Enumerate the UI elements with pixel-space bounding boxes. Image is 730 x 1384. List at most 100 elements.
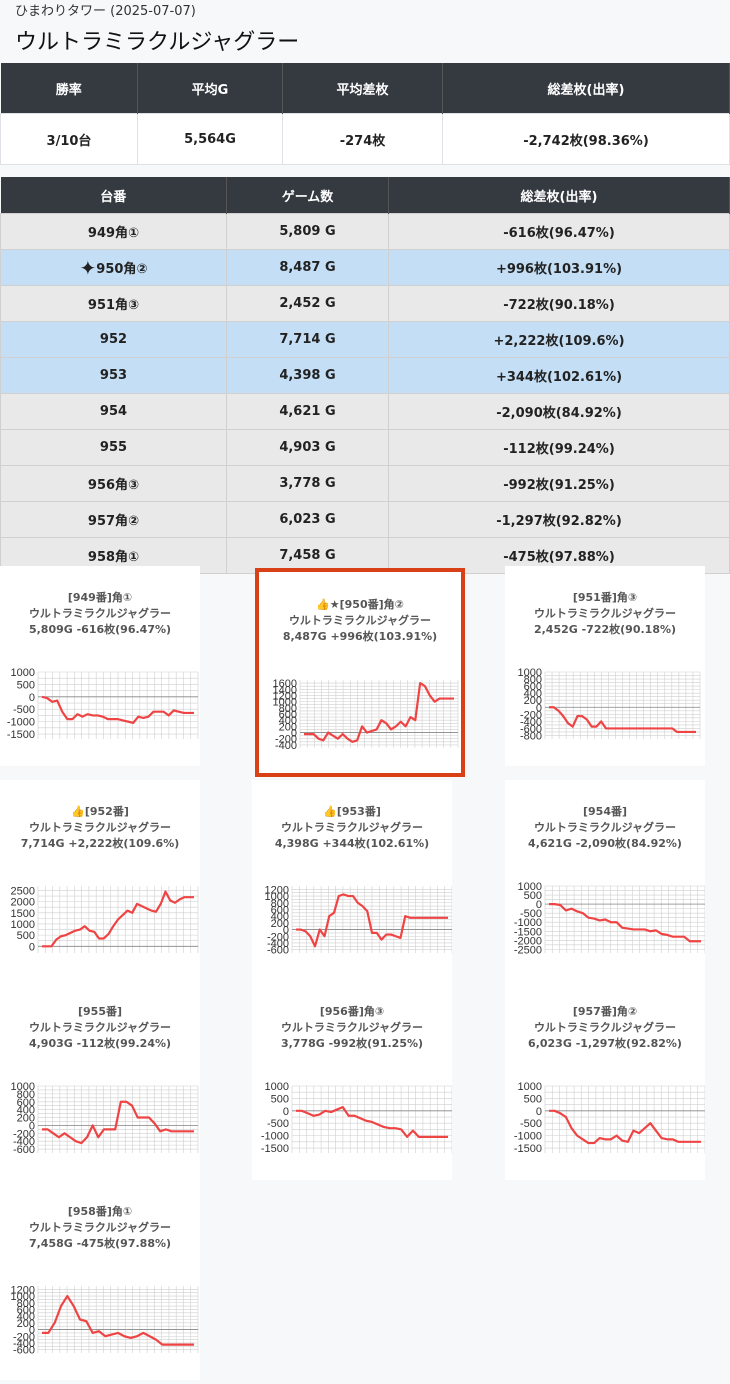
machine-chart-card[interactable]: [955番] ウルトラミラクルジャグラー 4,903G -112枚(99.24%) 1… [0, 980, 200, 1180]
y-tick-label: -500 [13, 704, 35, 716]
machine-chart-card[interactable]: 👍[952番] ウルトラミラクルジャグラー 7,714G +2,222枚(109.6… [0, 780, 200, 980]
y-tick-label: -500 [520, 1118, 542, 1130]
machine-diff-cell: -616枚(96.47%) [388, 213, 730, 250]
y-tick-label: -600 [520, 723, 542, 735]
summary-table: 勝率 平均G 平均差枚 総差枚(出率) 3/10台 5,564G -274枚 -… [0, 63, 730, 165]
y-tick-label: -1500 [261, 1143, 289, 1155]
y-tick-label: 1000 [11, 1291, 35, 1303]
store-date-label: ひまわりタワー (2025-07-07) [15, 4, 196, 19]
table-row[interactable]: 955 4,903 G -112枚(99.24%) [0, 429, 730, 466]
y-tick-label: 400 [279, 715, 297, 727]
machine-diff-cell: +344枚(102.61%) [388, 357, 730, 394]
y-tick-label: -200 [13, 1128, 35, 1140]
y-tick-label: -500 [520, 908, 542, 920]
y-tick-label: -600 [13, 1144, 35, 1156]
y-tick-label: 600 [524, 681, 542, 693]
y-tick-label: -1500 [514, 926, 542, 938]
y-tick-label: 1000 [518, 881, 542, 893]
y-tick-label: 1500 [11, 908, 35, 920]
table-row[interactable]: 957角② 6,023 G -1,297枚(92.82%) [0, 501, 730, 538]
y-tick-label: 200 [17, 1318, 35, 1330]
chart-title-line: [956番]角③ [319, 1005, 385, 1018]
y-tick-label: 2000 [11, 897, 35, 909]
chart-title-line: 7,458G -475枚(97.88%) [28, 1237, 172, 1250]
series-line [296, 1105, 448, 1138]
table-row[interactable]: 951角③ 2,452 G -722枚(90.18%) [0, 285, 730, 322]
series-line [41, 695, 194, 724]
table-row[interactable]: ✦950角② 8,487 G +996枚(103.91%) [0, 249, 730, 286]
y-tick-label: 0 [29, 941, 35, 953]
machine-table: 台番 ゲーム数 総差枚(出率) 949角① 5,809 G -616枚(96.47%… [0, 177, 730, 574]
machine-games-cell: 5,809 G [226, 213, 389, 250]
machine-chart-card[interactable]: [949番]角① ウルトラミラクルジャグラー 5,809G -616枚(96.47%… [0, 566, 200, 766]
machine-chart-card[interactable]: [951番]角③ ウルトラミラクルジャグラー 2,452G -722枚(90.18%… [505, 566, 705, 766]
y-tick-label: -200 [267, 931, 289, 943]
machine-diff-cell: -1,297枚(92.82%) [388, 501, 730, 538]
chart-title-line: ウルトラミラクルジャグラー [28, 607, 172, 620]
machine-number-cell: 952 [0, 321, 227, 358]
summary-header-row: 勝率 平均G 平均差枚 総差枚(出率) [0, 63, 730, 114]
series-line [42, 890, 194, 948]
y-tick-label: 200 [17, 1113, 35, 1125]
chart-title-line: ウルトラミラクルジャグラー [28, 1021, 172, 1034]
sparkle-icon: ✦ [79, 256, 97, 280]
series-line [304, 681, 454, 743]
chart-title-line: ウルトラミラクルジャグラー [533, 607, 677, 620]
y-tick-label: 1000 [265, 1081, 289, 1093]
y-tick-label: 200 [271, 918, 289, 930]
chart-title-line: ウルトラミラクルジャグラー [288, 614, 432, 627]
table-row[interactable]: 953 4,398 G +344枚(102.61%) [0, 357, 730, 394]
machine-chart-card[interactable]: [957番]角② ウルトラミラクルジャグラー 6,023G -1,297枚(92.8… [505, 980, 705, 1180]
machine-chart-card[interactable]: 👍[953番] ウルトラミラクルジャグラー 4,398G +344枚(102.61%… [252, 780, 452, 980]
table-row[interactable]: 954 4,621 G -2,090枚(84.92%) [0, 393, 730, 430]
y-tick-label: 600 [17, 1097, 35, 1109]
summary-avg-games: 5,564G [137, 113, 283, 165]
y-tick-label: 1200 [11, 1284, 35, 1296]
page-title: ウルトラミラクルジャグラー [15, 30, 300, 55]
y-tick-label: 0 [283, 925, 289, 937]
y-tick-label: -200 [13, 1331, 35, 1343]
machine-number-cell: 956角③ [0, 465, 227, 502]
machine-number: 956角③ [87, 478, 140, 493]
y-tick-label: 500 [17, 930, 35, 942]
y-tick-label: 800 [524, 674, 542, 686]
machine-number: 949角① [87, 226, 140, 241]
chart-title-line: 8,487G +996枚(103.91%) [282, 630, 438, 643]
machine-chart-card[interactable]: [958番]角① ウルトラミラクルジャグラー 7,458G -475枚(97.88%… [0, 1180, 200, 1380]
machine-chart-card[interactable]: [956番]角③ ウルトラミラクルジャグラー 3,778G -992枚(91.25%… [252, 980, 452, 1180]
y-tick-label: 400 [271, 911, 289, 923]
table-row[interactable]: 956角③ 3,778 G -992枚(91.25%) [0, 465, 730, 502]
summary-avg-diff: -274枚 [282, 113, 443, 165]
y-tick-label: 0 [536, 702, 542, 714]
machine-number-cell: 951角③ [0, 285, 227, 322]
y-tick-label: 1200 [273, 690, 297, 702]
y-tick-label: -400 [267, 938, 289, 950]
table-row[interactable]: 952 7,714 G +2,222枚(109.6%) [0, 321, 730, 358]
y-tick-label: 600 [279, 709, 297, 721]
chart-title-line: ウルトラミラクルジャグラー [28, 1221, 172, 1234]
machine-chart-card[interactable]: 👍★[950番]角② ウルトラミラクルジャグラー 8,487G +996枚(103.… [255, 568, 465, 777]
chart-title-line: 👍[953番] [323, 805, 381, 818]
y-tick-label: 1000 [11, 919, 35, 931]
y-tick-label: -200 [520, 709, 542, 721]
machine-chart-card[interactable]: [954番] ウルトラミラクルジャグラー 4,621G -2,090枚(84.92%… [505, 780, 705, 980]
chart-title-line: ウルトラミラクルジャグラー [533, 1021, 677, 1034]
table-row[interactable]: 949角① 5,809 G -616枚(96.47%) [0, 213, 730, 250]
machine-header-number: 台番 [0, 177, 227, 214]
chart-title-line: 4,398G +344枚(102.61%) [274, 837, 430, 850]
summary-header-avg-games: 平均G [137, 63, 283, 114]
machine-games-cell: 2,452 G [226, 285, 389, 322]
y-tick-label: 200 [524, 695, 542, 707]
y-tick-label: 500 [524, 1093, 542, 1105]
machine-games-cell: 4,398 G [226, 357, 389, 394]
y-tick-label: -400 [520, 716, 542, 728]
chart-title-line: 4,903G -112枚(99.24%) [28, 1037, 172, 1050]
y-tick-label: -800 [520, 730, 542, 742]
y-tick-label: 0 [283, 1106, 289, 1118]
